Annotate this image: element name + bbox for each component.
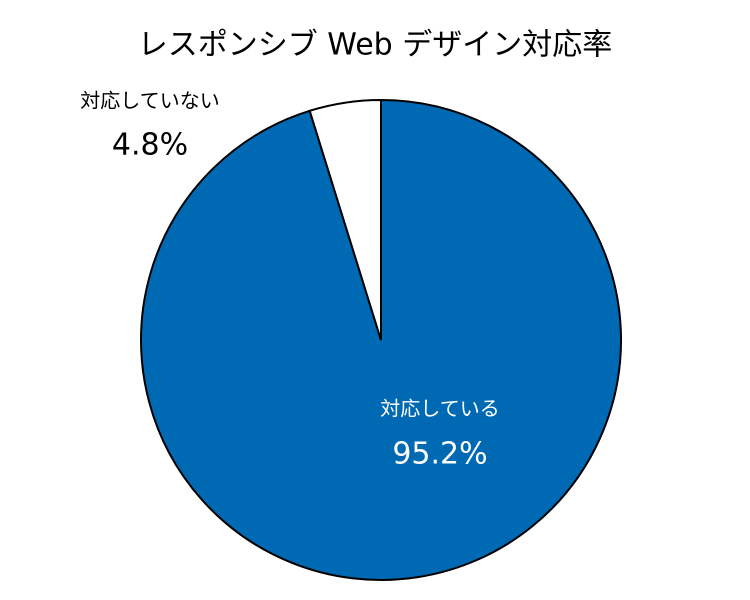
- chart-title: レスポンシブ Web デザイン対応率: [138, 28, 612, 63]
- pie-slice: [308, 98, 382, 341]
- slice-value-label: 95.2%: [392, 437, 487, 472]
- slice-category-label: 対応していない: [80, 89, 219, 113]
- slice-category-label: 対応している: [380, 397, 499, 421]
- slice-value-label: 4.8%: [112, 128, 188, 163]
